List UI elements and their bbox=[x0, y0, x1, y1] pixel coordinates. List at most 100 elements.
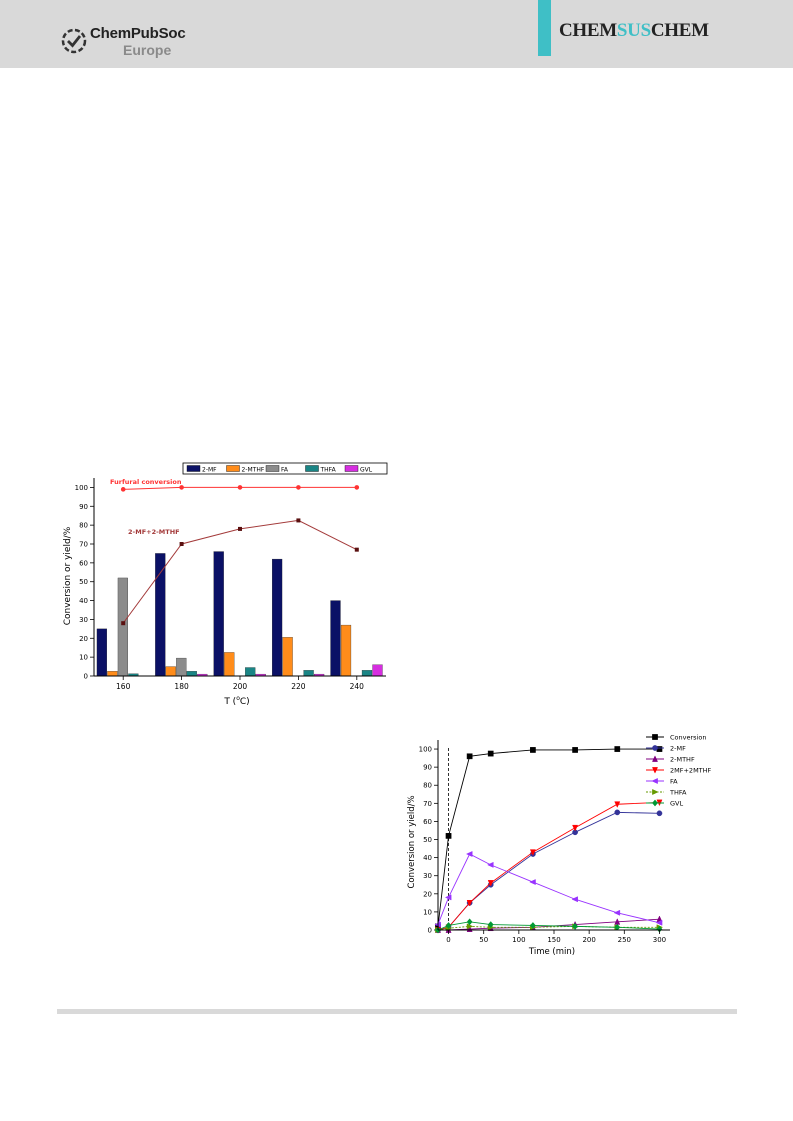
bar-fa bbox=[176, 657, 187, 677]
legend-label: 2-MF bbox=[670, 745, 686, 753]
data-point-2-mf bbox=[656, 810, 663, 817]
bar-2-mthf bbox=[282, 637, 293, 677]
legend-label: THFA bbox=[669, 789, 687, 797]
data-point-conversion bbox=[614, 746, 621, 752]
y-tick-label: 90 bbox=[423, 764, 432, 772]
series-line-conversion bbox=[437, 748, 660, 927]
bar-thfa bbox=[186, 671, 197, 677]
data-point-fa bbox=[613, 909, 621, 916]
legend-marker bbox=[651, 778, 658, 784]
data-point-2mf+2mthf bbox=[529, 849, 536, 856]
temperature-bar-chart: 2-MF 2-MTHF FA THFA GVL 0 10 20 30 40 50 60 70 80 90 1… bbox=[63, 462, 388, 707]
data-point-conversion bbox=[572, 747, 578, 753]
seal-icon bbox=[61, 28, 87, 54]
accent-bar bbox=[538, 0, 551, 56]
data-point-fa bbox=[529, 879, 536, 886]
legend-label: GVL bbox=[670, 800, 683, 808]
x-axis-label-sup: o bbox=[236, 695, 240, 702]
legend-swatch bbox=[305, 465, 319, 472]
bar-2-mthf bbox=[224, 652, 235, 677]
yield-sum-point bbox=[296, 518, 301, 523]
x-tick-label: 160 bbox=[116, 682, 131, 691]
bar-2-mthf bbox=[165, 666, 176, 677]
bar-thfa bbox=[361, 670, 373, 677]
bar-gvl bbox=[372, 664, 383, 677]
series-line-2-mf bbox=[437, 811, 660, 931]
x-axis-label-end: C) bbox=[240, 697, 250, 707]
publisher-region: Europe bbox=[123, 42, 172, 58]
y-tick-label: 60 bbox=[79, 559, 88, 567]
time-course-line-chart: 0 10 20 30 40 50 60 70 80 90 100 0 50 100 150 200 250 30… bbox=[407, 734, 712, 958]
x-tick-label: 250 bbox=[618, 936, 631, 944]
legend-box: 2-MF 2-MTHF FA THFA GVL bbox=[182, 462, 388, 475]
y-tick-label: 20 bbox=[79, 635, 88, 643]
bar-2-mf bbox=[330, 600, 341, 677]
yield-sum-point bbox=[238, 526, 242, 531]
data-point-thfa bbox=[466, 923, 474, 930]
y-tick-label: 100 bbox=[75, 484, 88, 492]
legend-label: GVL bbox=[360, 467, 373, 474]
bar-2-mthf bbox=[340, 624, 352, 677]
legend-label: Conversion bbox=[670, 734, 706, 742]
conversion-point bbox=[237, 485, 243, 490]
bar-2-mf bbox=[96, 628, 108, 677]
x-axis-label-main: T ( bbox=[223, 697, 236, 707]
y-tick-label: 40 bbox=[423, 854, 432, 862]
legend-marker bbox=[652, 767, 658, 774]
x-tick-label: 220 bbox=[291, 682, 306, 691]
data-point-conversion bbox=[445, 833, 452, 839]
legend-swatch bbox=[265, 465, 280, 472]
y-tick-label: 80 bbox=[79, 522, 88, 530]
y-tick-label: 0 bbox=[84, 673, 88, 681]
bar-2-mthf bbox=[107, 671, 118, 677]
bar-thfa bbox=[303, 670, 314, 677]
y-tick-label: 10 bbox=[423, 908, 432, 916]
x-tick-label: 0 bbox=[446, 936, 450, 944]
legend-marker bbox=[652, 755, 658, 762]
legend-marker bbox=[652, 789, 659, 795]
x-tick-label: 200 bbox=[582, 936, 595, 944]
y-tick-label: 100 bbox=[419, 746, 432, 754]
y-tick-label: 10 bbox=[79, 654, 88, 662]
data-point-gvl bbox=[487, 921, 494, 929]
data-point-gvl bbox=[445, 921, 452, 929]
series-line-gvl bbox=[437, 921, 660, 931]
x-tick-label: 50 bbox=[479, 936, 488, 944]
yield-sum-point bbox=[179, 542, 184, 546]
y-tick-label: 70 bbox=[79, 541, 88, 549]
legend-marker bbox=[652, 799, 658, 807]
y-axis-label: Conversion or yield/% bbox=[407, 795, 417, 888]
x-tick-label: 100 bbox=[512, 936, 525, 944]
legend-marker bbox=[652, 734, 658, 740]
legend-label: THFA bbox=[320, 467, 337, 474]
bar-2-mf bbox=[155, 553, 166, 677]
legend-label: 2-MF bbox=[202, 467, 217, 474]
data-point-fa bbox=[465, 851, 473, 857]
conversion-point bbox=[296, 485, 301, 490]
y-axis-label: Conversion or yield/% bbox=[63, 526, 73, 625]
legend-swatch bbox=[186, 465, 201, 472]
publisher-logo: ChemPubSoc Europe bbox=[60, 22, 200, 62]
yield-sum-point bbox=[121, 621, 126, 626]
data-point-fa bbox=[444, 894, 452, 901]
data-point-conversion bbox=[530, 747, 536, 753]
x-axis-label: Time (min) bbox=[528, 947, 575, 957]
bar-2-mf bbox=[271, 558, 283, 677]
footer-rule bbox=[57, 1009, 737, 1014]
y-tick-label: 50 bbox=[79, 578, 88, 586]
data-point-conversion bbox=[466, 753, 473, 760]
x-tick-label: 150 bbox=[547, 936, 560, 944]
legend-label: 2-MTHF bbox=[242, 467, 265, 474]
journal-title-pre: CHEM bbox=[559, 20, 617, 41]
yield-sum-point bbox=[354, 547, 359, 552]
data-point-fa bbox=[655, 919, 663, 926]
y-tick-label: 20 bbox=[423, 890, 432, 898]
yield-sum-label: 2-MF+2-MTHF bbox=[128, 528, 180, 536]
journal-title-mid: SUS bbox=[616, 20, 651, 41]
y-tick-label: 30 bbox=[423, 872, 432, 880]
data-point-gvl bbox=[529, 921, 536, 929]
y-tick-label: 0 bbox=[428, 927, 432, 935]
data-point-fa bbox=[487, 861, 494, 868]
header-band bbox=[0, 0, 793, 68]
journal-title: CHEMSUSCHEM bbox=[559, 20, 709, 42]
